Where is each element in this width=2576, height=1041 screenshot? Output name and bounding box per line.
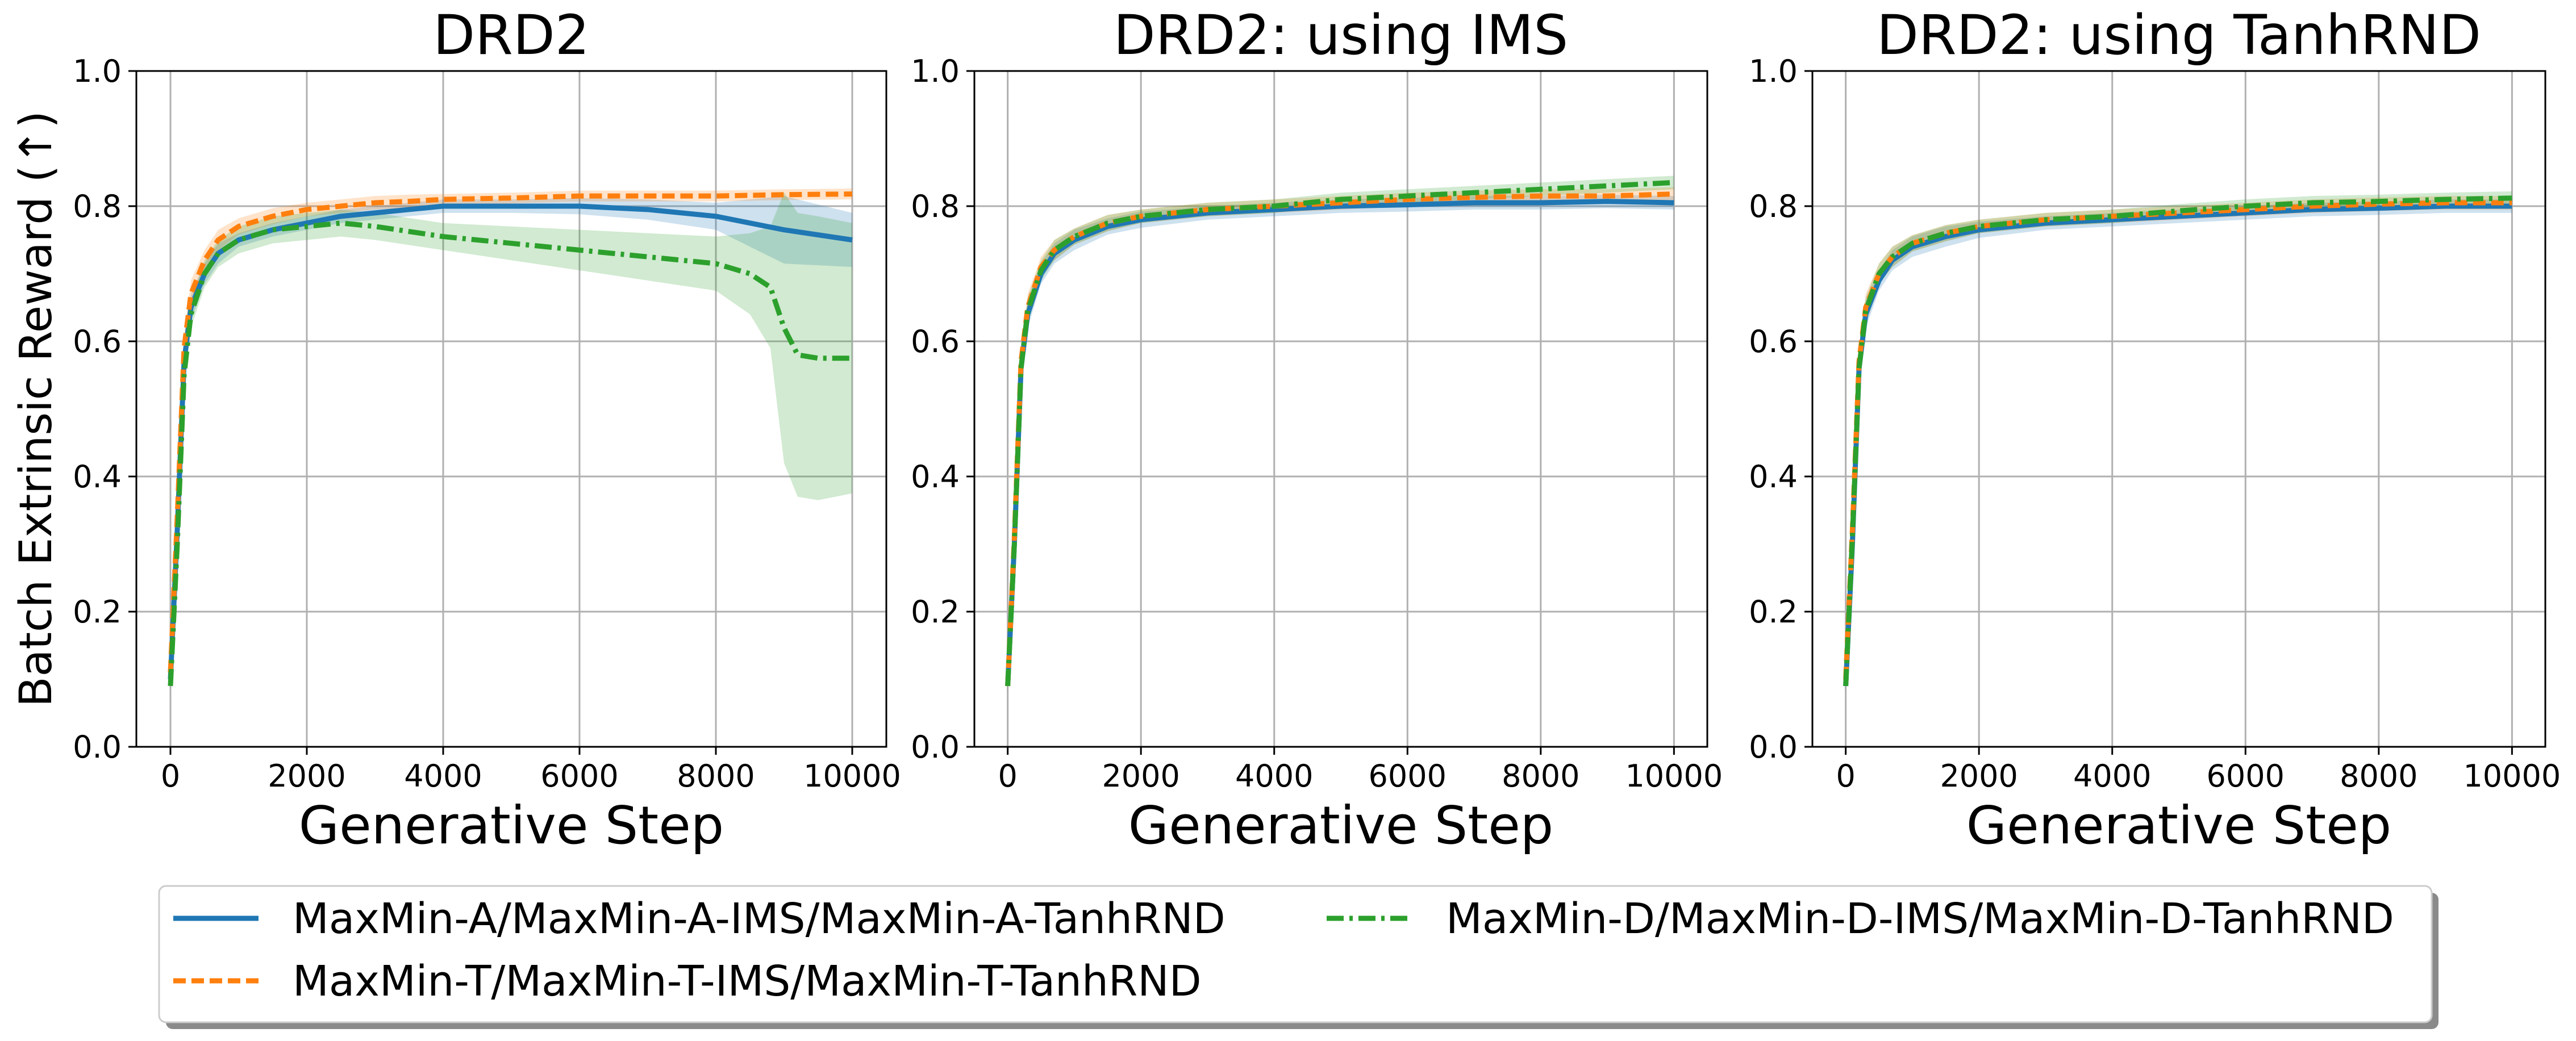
y-tick-label: 1.0 bbox=[1749, 53, 1798, 89]
x-tick-label: 0 bbox=[998, 758, 1017, 794]
plot-frame bbox=[973, 70, 1708, 748]
x-tick-label: 6000 bbox=[540, 758, 618, 794]
y-tick-label: 0.2 bbox=[73, 594, 122, 630]
y-tick-label: 1.0 bbox=[911, 53, 960, 89]
chart-panel-3: 0 2000 4000 6000 8000 10000 0.0 0.2 0.4 0.6 0.8 1.0… bbox=[1749, 3, 2561, 856]
x-tick-label: 10000 bbox=[1625, 758, 1723, 794]
chart-panel-1: 0 2000 4000 6000 8000 10000 0.0 0.2 0.4 0.6 0.8 1.0… bbox=[11, 3, 901, 856]
plot-frame bbox=[135, 70, 887, 748]
x-tick-label: 8000 bbox=[1502, 758, 1579, 794]
x-axis-label: Generative Step bbox=[1128, 795, 1553, 856]
x-tick-label: 4000 bbox=[1235, 758, 1313, 794]
y-tick-label: 0.8 bbox=[911, 189, 960, 224]
y-axis-label: Batch Extrinsic Reward (↑) bbox=[11, 111, 62, 707]
y-tick-label: 0.6 bbox=[911, 324, 960, 359]
x-tick-label: 6000 bbox=[2207, 758, 2285, 794]
y-tick-label: 0.4 bbox=[1749, 459, 1798, 495]
legend: MaxMin-A/MaxMin-A-IMS/MaxMin-A-TanhRND Ma… bbox=[158, 885, 2439, 1029]
y-tick-label: 0.4 bbox=[73, 459, 122, 495]
legend-box bbox=[158, 885, 2433, 1023]
y-tick-label: 0.4 bbox=[911, 459, 960, 495]
x-axis-label: Generative Step bbox=[1966, 795, 2391, 856]
legend-label: MaxMin-D/MaxMin-D-IMS/MaxMin-D-TanhRND bbox=[1446, 894, 2394, 943]
x-tick-label: 4000 bbox=[404, 758, 482, 794]
chart-title: DRD2 bbox=[433, 3, 590, 67]
x-tick-label: 2000 bbox=[268, 758, 345, 794]
x-tick-label: 8000 bbox=[677, 758, 755, 794]
legend-label: MaxMin-T/MaxMin-T-IMS/MaxMin-T-TanhRND bbox=[293, 957, 1202, 1006]
x-tick-label: 6000 bbox=[1369, 758, 1447, 794]
y-tick-label: 0.0 bbox=[73, 729, 122, 765]
band-MaxMin-A bbox=[170, 196, 852, 686]
band-MaxMin-A-IMS bbox=[1007, 194, 1674, 693]
series-line-MaxMin-D-IMS bbox=[1005, 179, 1674, 687]
y-tick-label: 0.8 bbox=[73, 189, 122, 224]
y-tick-label: 0.6 bbox=[73, 324, 122, 359]
y-tick-label: 0.8 bbox=[1749, 189, 1798, 224]
x-axis-label: Generative Step bbox=[299, 795, 724, 856]
chart-panel-2: 0 2000 4000 6000 8000 10000 0.0 0.2 0.4 0.6 0.8 1.0… bbox=[911, 3, 1723, 856]
x-tick-label: 0 bbox=[1836, 758, 1855, 794]
x-tick-label: 2000 bbox=[1102, 758, 1179, 794]
legend-label: MaxMin-A/MaxMin-A-IMS/MaxMin-A-TanhRND bbox=[293, 894, 1226, 943]
x-tick-label: 0 bbox=[161, 758, 180, 794]
x-tick-label: 4000 bbox=[2073, 758, 2151, 794]
x-tick-label: 10000 bbox=[2463, 758, 2561, 794]
y-tick-label: 0.0 bbox=[1749, 729, 1798, 765]
x-tick-label: 2000 bbox=[1940, 758, 2018, 794]
series-line-MaxMin-T bbox=[168, 191, 853, 673]
chart-title: DRD2: using TanhRND bbox=[1877, 3, 2481, 67]
chart-title: DRD2: using IMS bbox=[1114, 3, 1568, 67]
series-line-MaxMin-D bbox=[168, 220, 852, 687]
y-tick-label: 1.0 bbox=[73, 53, 122, 89]
series-line-MaxMin-D-TanhRND bbox=[1843, 195, 2512, 687]
series-line-MaxMin-T-IMS bbox=[1005, 191, 1674, 687]
y-tick-label: 0.0 bbox=[911, 729, 960, 765]
y-tick-label: 0.2 bbox=[1749, 594, 1798, 630]
plot-frame bbox=[1811, 70, 2546, 748]
x-tick-label: 10000 bbox=[803, 758, 901, 794]
y-tick-label: 0.2 bbox=[911, 594, 960, 630]
x-tick-label: 8000 bbox=[2340, 758, 2417, 794]
y-tick-label: 0.6 bbox=[1749, 324, 1798, 359]
